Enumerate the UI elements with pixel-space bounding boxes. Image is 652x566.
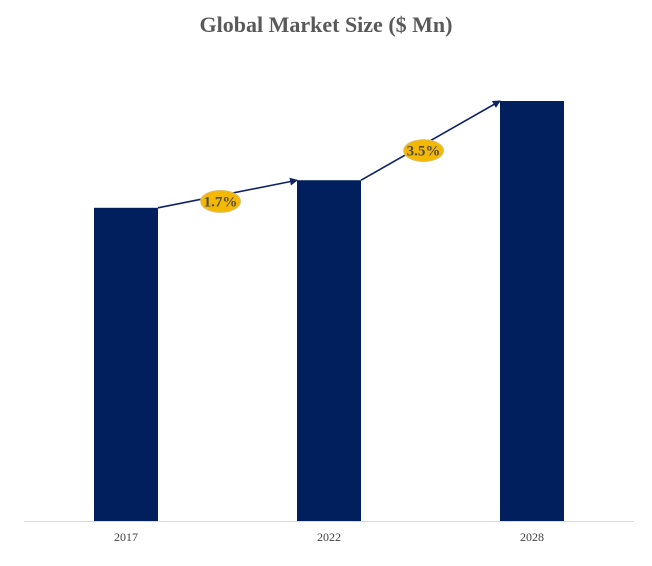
chart-title: Global Market Size ($ Mn): [200, 12, 453, 37]
x-tick-label: 2028: [520, 530, 544, 544]
bar-2022: [297, 180, 361, 521]
cagr-label: 1.7%: [204, 194, 238, 210]
x-tick-label: 2017: [114, 530, 138, 544]
x-tick-label: 2022: [317, 530, 341, 544]
cagr-label: 3.5%: [407, 144, 441, 160]
cagr-badge: [403, 139, 445, 163]
bar-2017: [94, 207, 158, 521]
bar-2028: [500, 101, 564, 521]
cagr-badge: [200, 189, 242, 213]
